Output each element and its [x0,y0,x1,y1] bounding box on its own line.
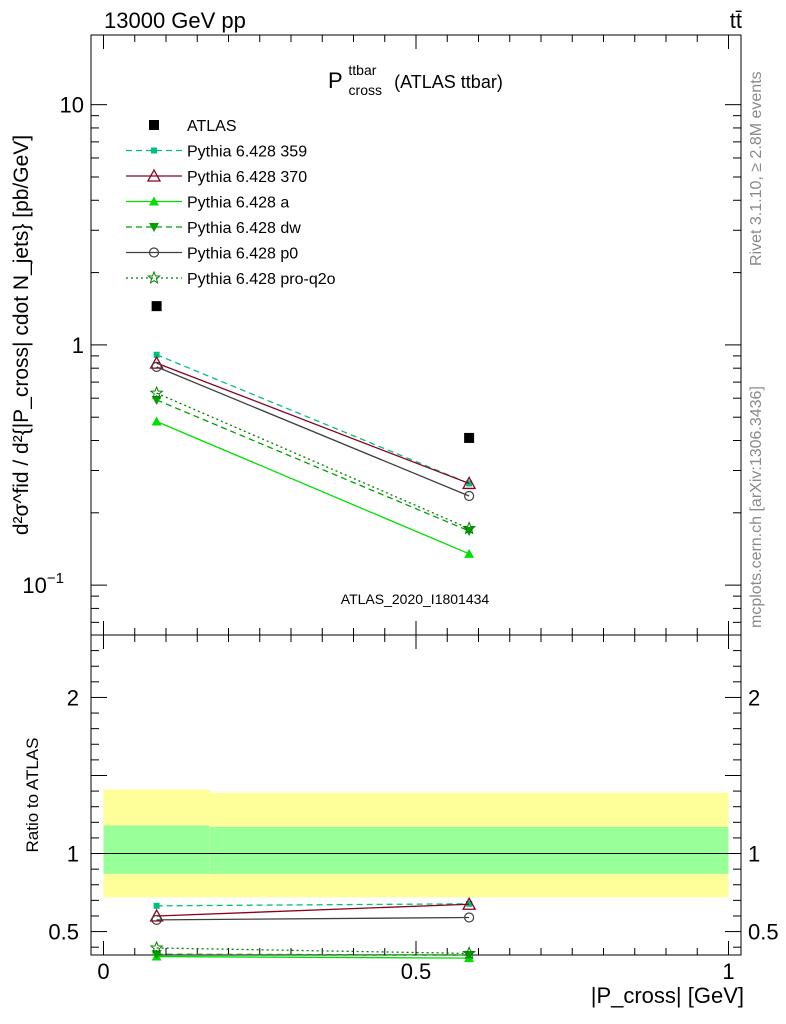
legend: ATLAS Pythia 6.428 359 Pythia 6.428 370 Pyt… [126,118,336,288]
header-energy: 13000 GeV pp [104,8,246,33]
series-point [149,385,164,400]
y-tick-label: 1 [72,333,84,358]
legend-entry: Pythia 6.428 a [126,195,289,212]
plot-title-rest: (ATLAS ttbar) [394,72,503,92]
ratio-band-inner [103,825,210,874]
data-point [151,301,162,312]
series-point [149,355,164,369]
ratio-point [466,900,473,907]
y-tick-label-exp: −1 [47,570,64,587]
legend-entry-data: ATLAS [149,118,237,135]
legend-marker [151,147,157,154]
legend-label: Pythia 6.428 pro-q2o [187,271,336,288]
ratio-point [153,902,160,909]
x-tick-label: 0.5 [401,959,432,984]
series-line [156,420,470,555]
ratio-line [156,955,470,959]
ratio-line [156,903,470,907]
watermark: ATLAS_2020_I1801434 [341,591,490,607]
x-axis-label: |P_cross| [GeV] [591,983,744,1008]
y-tick-label: 10 [60,93,84,118]
ratio-axis-ticks: 0 0.5 1 0.5 0.5 1 1 2 2 [48,634,779,984]
series-point [462,521,477,535]
plot-title: P ttbar cross (ATLAS ttbar) [328,55,503,100]
y-axis-label: d²σ^fid / d²{|P_cross| cdot N_jets} [pb/… [10,135,33,535]
main-series [149,301,477,558]
series-point [462,476,477,490]
ratio-series [149,896,477,963]
x-tick-label: 1 [722,959,734,984]
legend-entry: Pythia 6.428 dw [126,220,301,237]
legend-marker [149,120,159,130]
ratio-band-inner [209,827,729,874]
legend-label: Pythia 6.428 359 [187,144,307,161]
data-point [464,432,475,443]
ratio-line [156,916,470,921]
legend-label: Pythia 6.428 p0 [187,246,298,263]
ratio-point [149,908,164,922]
y-tick-label: 10−1 [22,570,64,598]
mcplots-label: mcplots.cern.ch [arXiv:1306.3436] [748,386,765,628]
ratio-line [156,903,470,917]
ratio-point [151,914,162,925]
legend-label: Pythia 6.428 a [187,195,289,212]
ratio-y-axis-label: Ratio to ATLAS [23,738,42,853]
series-line [156,366,470,497]
legend-entry: Pythia 6.428 pro-q2o [126,270,336,288]
ratio-y-tick-label-right: 2 [748,685,760,710]
plot-title-sub: cross [349,82,382,98]
ratio-y-tick-label-right: 1 [748,842,760,867]
main-axis-ticks: 10−1 1 10 [22,35,741,635]
legend-entry: Pythia 6.428 359 [126,144,307,161]
ratio-y-tick-label-right: 0.5 [748,920,779,945]
series-point [151,361,162,372]
series-line [156,362,470,485]
header-process: tt̄ [730,8,742,33]
series-line [156,354,470,485]
series-point [151,395,162,405]
ratio-y-tick-label: 0.5 [48,920,79,945]
legend-marker [149,196,159,206]
series-line [156,399,470,532]
series-line [156,392,470,530]
series-point [151,416,162,426]
ratio-plot: 0 0.5 1 0.5 0.5 1 1 2 2 Ratio to ATLAS |P_cross|… [23,634,779,1008]
ratio-line [156,953,470,956]
ratio-line [156,947,470,955]
series-point [464,548,475,558]
series-point [464,490,475,502]
main-plot: 10−1 1 10 ATLAS_2020_I1801434 P ttbar cros… [10,34,742,636]
legend-label: Pythia 6.428 370 [187,169,307,186]
ratio-point [149,940,164,954]
legend-marker [147,270,161,285]
legend-marker [149,223,159,232]
ratio-point [462,946,477,960]
ratio-point [464,912,475,923]
series-point [153,351,160,358]
legend-marker [146,168,162,182]
ratio-point [462,896,477,910]
ratio-bands [91,789,741,898]
legend-marker [148,247,160,258]
x-tick-label: 0 [97,959,109,984]
legend-entry: Pythia 6.428 p0 [126,246,298,263]
ratio-y-tick-label: 2 [67,685,79,710]
legend-entry: Pythia 6.428 370 [126,168,307,186]
plot-title-main: P [328,68,342,93]
legend-label: ATLAS [187,118,237,135]
legend-label: Pythia 6.428 dw [187,220,301,237]
ratio-y-tick-label: 1 [67,842,79,867]
rivet-label: Rivet 3.1.10, ≥ 2.8M events [748,71,765,266]
plot-title-sup: ttbar [348,62,376,78]
